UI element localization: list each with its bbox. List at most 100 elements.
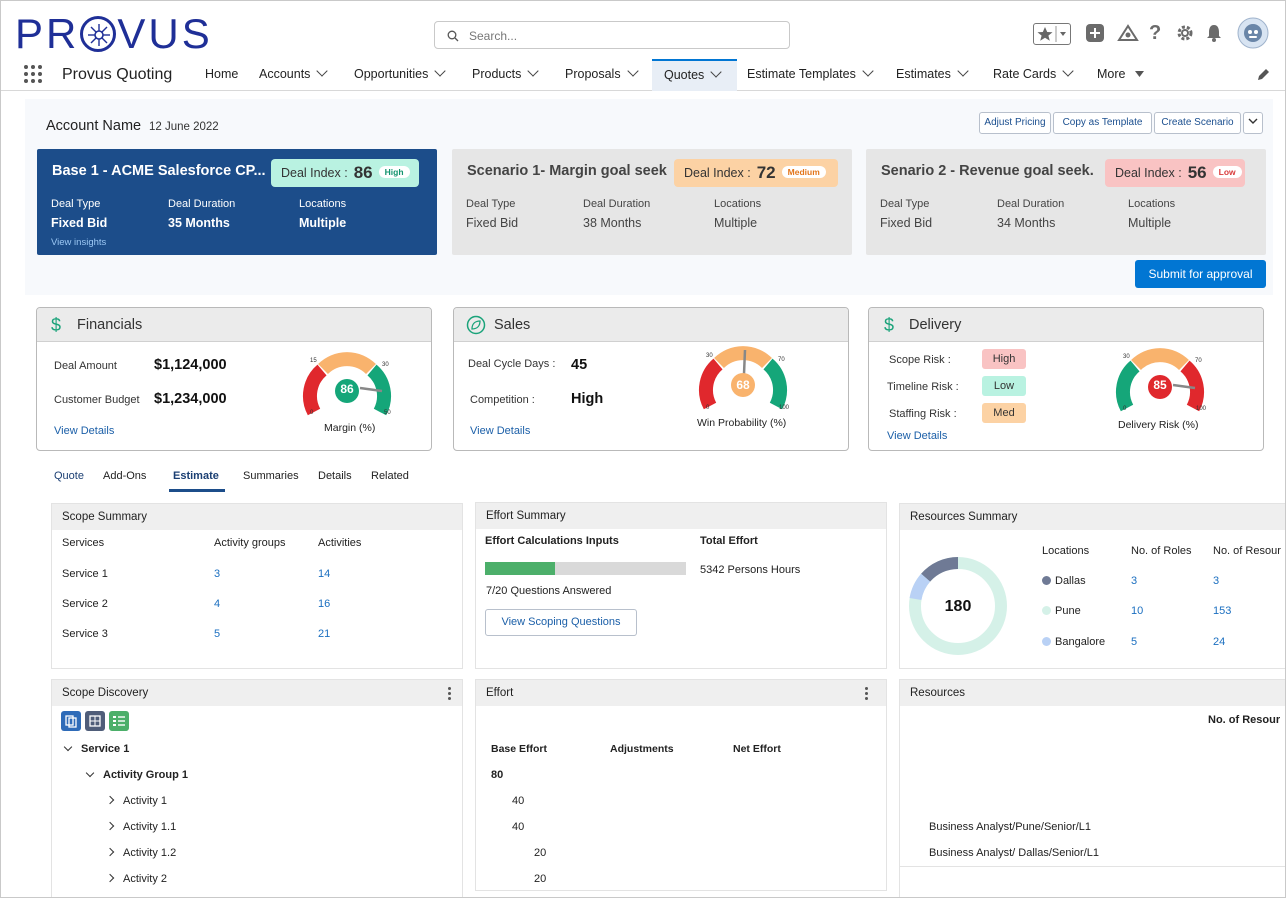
resources-count-link[interactable]: 24 [1213,636,1226,648]
column-header: Activity groups [214,537,286,549]
trailhead-icon[interactable] [1117,23,1139,45]
column-header: Base Effort [491,743,548,755]
activities-link[interactable]: 16 [318,598,331,610]
activity-groups-link[interactable]: 4 [214,598,221,610]
view-details-link[interactable]: View Details [887,430,948,442]
import-icon[interactable] [61,711,81,731]
tree-node-service-1[interactable]: Service 1 [63,742,129,755]
roles-count-link[interactable]: 3 [1131,575,1138,587]
total-effort-value: 5342 Persons Hours [700,564,801,576]
panel-header [37,308,431,342]
help-icon[interactable]: ? [1149,22,1162,44]
scope-discovery-panel: Scope Discovery Service 1 Activity Group… [51,679,463,897]
more-options-icon[interactable] [865,687,868,702]
view-details-link[interactable]: View Details [54,425,115,437]
roles-count-link[interactable]: 5 [1131,636,1138,648]
chevron-down-icon[interactable] [434,65,447,77]
delivery-risk-gauge [1116,348,1204,412]
nav-item-opportunities[interactable]: Opportunities [354,59,447,91]
add-icon[interactable] [1085,23,1105,45]
total-effort-label: Total Effort [700,535,758,547]
checklist-icon[interactable] [109,711,129,731]
tree-node-activity[interactable]: Activity 1 [105,795,167,807]
provus-logo[interactable]: PR VUS [15,13,213,55]
tab-add-ons[interactable]: Add-Ons [103,470,147,482]
nav-item-accounts[interactable]: Accounts [259,59,329,91]
tab-summaries[interactable]: Summaries [243,470,299,482]
user-avatar[interactable] [1237,17,1269,49]
scenario-title: Base 1 - ACME Salesforce CP... [52,163,266,179]
deal-duration-label: Deal Duration [168,198,236,210]
more-options-icon[interactable] [448,687,451,702]
tree-node-activity[interactable]: Activity 2 [105,873,167,885]
tab-quote[interactable]: Quote [54,470,84,482]
nav-item-home[interactable]: Home [205,67,239,81]
activity-groups-link[interactable]: 3 [214,568,221,580]
panel-title: Effort Summary [486,510,566,522]
nav-item-quotes[interactable]: Quotes [652,59,737,91]
submit-for-approval-button[interactable]: Submit for approval [1135,260,1266,288]
tab-details[interactable]: Details [318,470,352,482]
legend-dot [1042,606,1051,615]
panel-title: Resources Summary [910,511,1018,523]
tree-node-activity[interactable]: Activity 1.2 [105,847,176,859]
deal-type-label: Deal Type [466,198,516,210]
tab-related[interactable]: Related [371,470,409,482]
global-search-input[interactable]: Search... [434,21,790,49]
view-details-link[interactable]: View Details [470,425,531,437]
settings-gear-icon[interactable] [1175,23,1195,45]
panel-title: Scope Summary [62,511,148,523]
nav-item-products[interactable]: Products [472,59,540,91]
app-launcher-icon[interactable] [23,64,43,89]
scenario-menu-button[interactable] [1243,112,1263,134]
chevron-down-icon[interactable] [862,65,874,77]
panel-title: Effort [486,687,514,699]
create-scenario-button[interactable]: Create Scenario [1154,112,1241,134]
chevron-right-icon [105,847,115,857]
deal-tag: Medium [781,166,826,178]
panel-header: Scope Summary [52,504,462,530]
nav-item-rate-cards[interactable]: Rate Cards [993,59,1074,91]
nav-item-estimates[interactable]: Estimates [896,59,969,91]
activities-link[interactable]: 14 [318,568,331,580]
copy-as-template-button[interactable]: Copy as Template [1053,112,1152,134]
notifications-bell-icon[interactable] [1204,23,1224,45]
total-resources-value: 180 [944,598,972,615]
chevron-down-icon[interactable] [527,65,540,77]
chevron-down-icon[interactable] [1062,65,1074,77]
nav-item-more[interactable]: More [1097,59,1145,91]
deal-duration-value: 35 Months [168,216,230,230]
resources-count-link[interactable]: 3 [1213,575,1220,587]
scenario-card-base[interactable]: Base 1 - ACME Salesforce CP... Deal Inde… [37,149,437,255]
gauge-value: 86 [340,382,354,396]
view-scoping-questions-button[interactable]: View Scoping Questions [485,609,637,636]
scenario-card-margin[interactable]: Scenario 1- Margin goal seek Deal Index … [452,149,852,255]
tree-node-activity-group-1[interactable]: Activity Group 1 [85,768,188,781]
chevron-down-icon[interactable] [957,65,969,77]
nav-item-proposals[interactable]: Proposals [565,59,639,91]
adjust-pricing-button[interactable]: Adjust Pricing [979,112,1051,134]
activity-groups-link[interactable]: 5 [214,628,221,640]
chevron-down-icon[interactable] [316,65,329,77]
grid-view-icon[interactable] [85,711,105,731]
roles-count-link[interactable]: 10 [1131,605,1144,617]
column-header: Adjustments [610,743,674,755]
favorites-star-icon[interactable] [1033,23,1071,45]
chevron-down-icon [1248,118,1258,124]
scenario-card-revenue[interactable]: Senario 2 - Revenue goal seek. Deal Inde… [866,149,1266,255]
search-placeholder: Search... [469,29,518,43]
view-insights-link[interactable]: View insights [51,237,107,248]
activities-link[interactable]: 21 [318,628,331,640]
tab-estimate[interactable]: Estimate [173,470,219,482]
deal-amount-value: $1,124,000 [154,357,227,373]
nav-item-estimate-templates[interactable]: Estimate Templates [747,59,874,91]
chevron-down-icon[interactable] [626,65,639,77]
edit-pencil-icon[interactable] [1257,68,1270,86]
panel-header: Resources [900,680,1285,706]
questions-progress-fill [485,562,556,575]
deal-index-badge: Deal Index :86 High [271,159,419,187]
tree-node-activity[interactable]: Activity 1.1 [105,821,176,833]
resources-count-link[interactable]: 153 [1213,605,1232,617]
chevron-down-icon[interactable] [710,66,722,78]
